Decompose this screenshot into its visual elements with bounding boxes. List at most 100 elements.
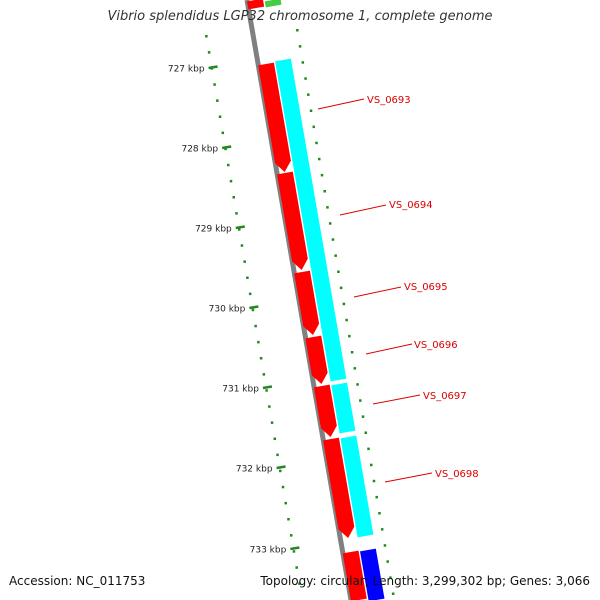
gene-label-leader xyxy=(365,343,413,355)
minor-tick xyxy=(367,447,370,451)
minor-tick xyxy=(350,351,354,354)
minor-tick xyxy=(257,340,260,344)
major-tick xyxy=(290,546,300,551)
minor-tick xyxy=(218,115,222,118)
major-tick xyxy=(208,65,218,70)
gene-label: VS_0695 xyxy=(404,282,448,293)
gene-arrow-vs-0697 xyxy=(313,384,337,437)
minor-tick xyxy=(224,147,227,151)
feature-partial xyxy=(264,0,282,8)
minor-tick xyxy=(317,157,321,161)
minor-tick xyxy=(320,173,324,177)
minor-tick xyxy=(292,550,296,553)
minor-tick xyxy=(232,196,235,199)
minor-tick xyxy=(281,485,285,489)
minor-tick xyxy=(227,163,230,167)
gene-arrow-vs-0695 xyxy=(294,270,320,335)
gene-arrow-partial xyxy=(342,550,367,600)
gene-arrow-vs-0696 xyxy=(305,335,328,384)
minor-tick xyxy=(268,405,271,408)
gene-arrow-vs-0694 xyxy=(277,171,308,270)
gene-label: VS_0693 xyxy=(367,95,411,106)
major-tick xyxy=(221,145,232,150)
map-title: Vibrio splendidus LGP32 chromosome 1, co… xyxy=(107,9,493,24)
minor-tick xyxy=(378,512,381,515)
ruler-minor-ticks-inner xyxy=(205,35,301,585)
minor-tick xyxy=(251,308,255,312)
gene-arrow-vs-0693 xyxy=(258,62,291,172)
gene-label: VS_0697 xyxy=(423,391,467,402)
cds-track xyxy=(275,58,374,538)
minor-tick xyxy=(361,415,365,418)
minor-tick xyxy=(287,518,290,521)
minor-tick xyxy=(304,77,307,80)
tick-label: 731 kbp xyxy=(222,385,259,395)
minor-tick xyxy=(380,528,384,531)
minor-tick xyxy=(298,45,302,48)
tick-label: 732 kbp xyxy=(236,465,273,475)
gene-label-leader xyxy=(339,204,387,216)
minor-tick xyxy=(240,244,244,247)
minor-tick xyxy=(221,131,225,135)
tick-label: 729 kbp xyxy=(195,225,232,235)
tick-label: 733 kbp xyxy=(250,546,287,556)
minor-tick xyxy=(328,222,332,225)
minor-tick xyxy=(307,93,310,96)
accession-text: Accession: NC_011753 xyxy=(9,574,146,588)
minor-tick xyxy=(265,389,268,392)
minor-tick xyxy=(301,61,305,64)
minor-tick xyxy=(356,383,359,386)
minor-tick xyxy=(213,83,216,86)
gene-arrow-vs-0698 xyxy=(323,437,355,538)
minor-tick xyxy=(279,469,282,473)
minor-tick xyxy=(359,399,362,402)
reverse-gene-partial xyxy=(360,548,385,600)
minor-tick xyxy=(364,431,368,434)
gene-label: VS_0696 xyxy=(414,340,458,351)
minor-tick xyxy=(389,576,392,579)
minor-tick xyxy=(216,99,219,102)
minor-tick xyxy=(353,367,357,370)
minor-tick xyxy=(259,357,263,360)
minor-tick xyxy=(337,270,340,273)
minor-tick xyxy=(243,260,246,263)
ruler-major-ticks: 727 kbp 728 kbp 729 kbp 730 kbp 731 kbp 732 k… xyxy=(168,65,300,556)
minor-tick xyxy=(386,560,389,563)
minor-tick xyxy=(309,109,313,112)
minor-tick xyxy=(348,334,351,338)
minor-tick xyxy=(276,453,279,457)
gene-track xyxy=(258,62,355,538)
genome-summary-text: Topology: circular; Length: 3,299,302 bp… xyxy=(260,574,590,588)
minor-tick xyxy=(205,35,208,38)
minor-tick xyxy=(315,141,318,145)
gene-label-leader xyxy=(384,472,433,483)
edge-features xyxy=(247,0,385,600)
minor-tick xyxy=(295,566,298,569)
minor-tick xyxy=(270,421,274,424)
minor-tick xyxy=(323,190,326,193)
minor-tick xyxy=(312,125,316,129)
gene-labels: VS_0693 VS_0694 VS_0695 VS_0696 VS_0697 VS_06… xyxy=(317,95,479,483)
minor-tick xyxy=(298,582,301,585)
minor-tick xyxy=(284,501,287,505)
ruler-minor-ticks-outer xyxy=(296,29,395,595)
major-tick xyxy=(276,465,286,470)
gene-label: VS_0694 xyxy=(389,200,433,211)
minor-tick xyxy=(248,292,252,296)
minor-tick xyxy=(326,206,329,209)
tick-label: 730 kbp xyxy=(209,305,246,315)
gene-label-leader xyxy=(353,286,402,298)
tick-label: 727 kbp xyxy=(168,65,205,75)
major-tick xyxy=(249,305,259,310)
minor-tick xyxy=(375,495,378,499)
minor-tick xyxy=(273,437,277,440)
minor-tick xyxy=(391,592,395,595)
gene-arrow-partial xyxy=(247,0,265,10)
gene-label-leader xyxy=(317,98,365,110)
minor-tick xyxy=(339,286,343,290)
gene-label-leader xyxy=(372,394,421,405)
major-tick xyxy=(262,385,273,390)
minor-tick xyxy=(331,238,335,241)
cds-segment xyxy=(331,382,356,434)
minor-tick xyxy=(207,51,211,54)
